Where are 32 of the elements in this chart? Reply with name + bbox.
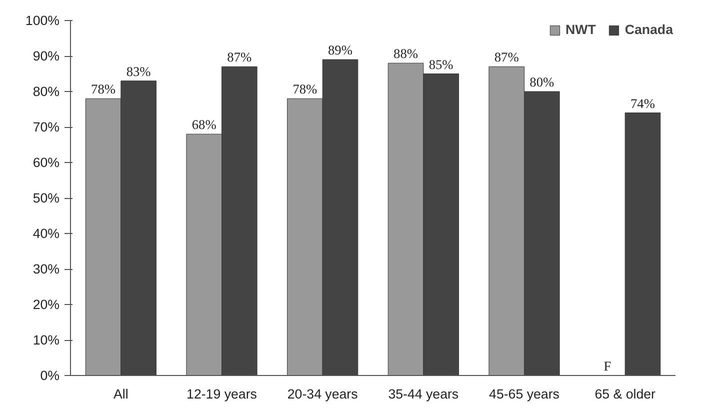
x-tick-label: 45-65 years [489, 386, 560, 402]
data-label: 83% [126, 64, 151, 79]
y-tick-label: 40% [32, 226, 60, 241]
y-tick-label: 20% [32, 297, 60, 312]
y-tick-label: 70% [32, 120, 60, 134]
data-label: 87% [494, 50, 519, 65]
x-tick-label: 35-44 years [388, 386, 459, 402]
x-tick-label: 20-34 years [287, 386, 358, 402]
y-tick-label: 10% [32, 332, 60, 348]
y-tick-label: 90% [32, 48, 60, 64]
x-tick-label: All [114, 386, 128, 402]
y-tick-label: 50% [32, 190, 60, 206]
bar [624, 112, 661, 376]
x-tick-label: 12-19 years [186, 386, 258, 402]
text: F [604, 358, 612, 374]
y-tick-label: 80% [32, 84, 60, 99]
y-tick-label: 60% [32, 155, 60, 170]
data-label: 78% [91, 82, 116, 97]
data-label: 85% [428, 56, 454, 72]
data-label: 88% [394, 46, 418, 62]
data-label: 80% [530, 74, 554, 90]
x-tick-label: 65 & older [594, 386, 656, 402]
legend-label: NWT [565, 22, 596, 37]
data-label: 89% [328, 42, 352, 58]
y-tick-label: 30% [32, 262, 60, 276]
y-tick-label: 0% [40, 368, 60, 383]
data-label: 78% [292, 82, 318, 97]
data-label: 87% [227, 50, 252, 65]
data-label: 74% [630, 96, 655, 111]
data-label: 68% [192, 117, 216, 132]
y-tick-label: 100% [25, 13, 60, 28]
legend-label: Canada [624, 22, 673, 37]
